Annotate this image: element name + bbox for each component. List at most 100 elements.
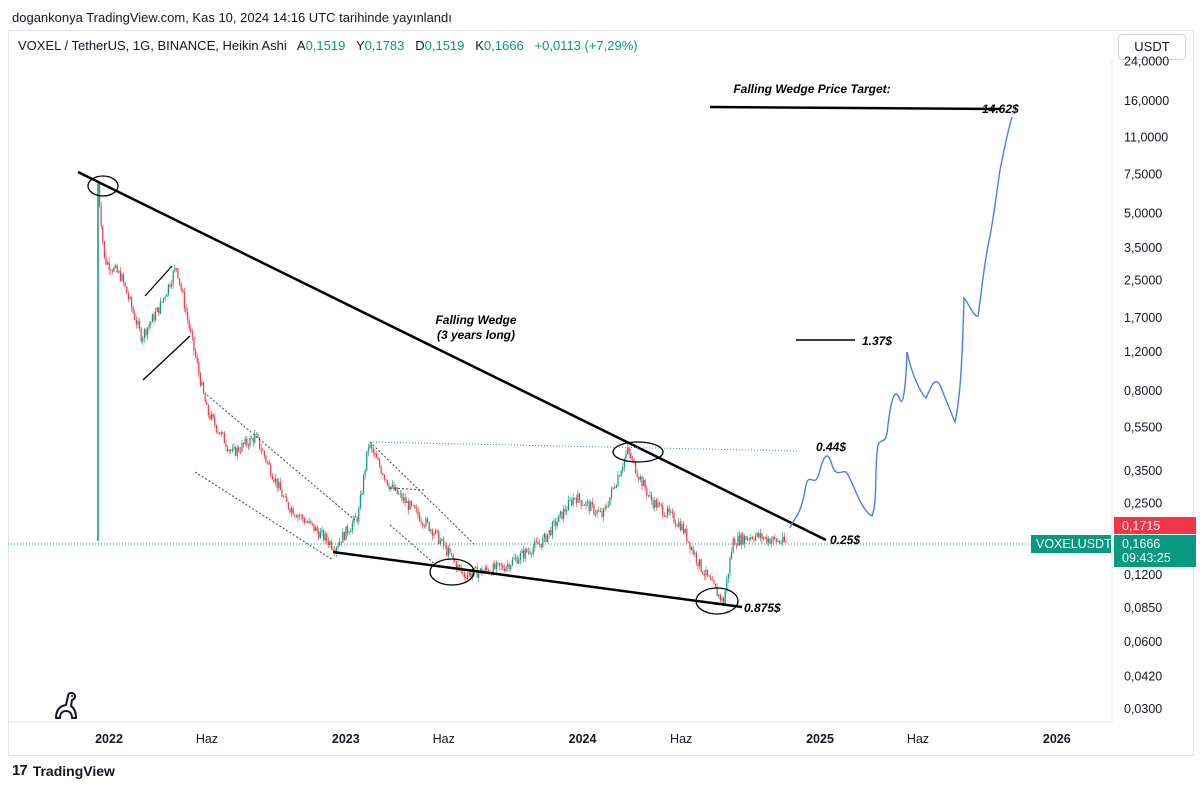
- candle-body: [249, 437, 251, 447]
- candle-body: [114, 265, 117, 268]
- candle-body: [639, 476, 641, 480]
- candle-body: [634, 461, 637, 474]
- candle-body: [548, 530, 550, 535]
- candle-body: [204, 393, 206, 403]
- target-price-label: 14.62$: [982, 102, 1019, 116]
- candle-body: [751, 537, 753, 539]
- candle-body: [217, 431, 219, 433]
- target-line[interactable]: [709, 105, 1001, 111]
- candle-body: [730, 552, 733, 559]
- time-tick-label: Haz: [670, 732, 692, 746]
- candle-body: [530, 553, 533, 555]
- candle-body: [276, 478, 278, 488]
- candle-body: [129, 297, 131, 299]
- candle-body: [212, 414, 214, 418]
- candle-body: [206, 402, 208, 405]
- candle-body: [524, 548, 526, 559]
- candle-body: [226, 447, 229, 452]
- candle-body: [615, 485, 617, 488]
- candle-body: [782, 536, 784, 544]
- candle-body: [754, 536, 757, 541]
- candle-body: [582, 504, 584, 506]
- candle-body: [185, 308, 187, 312]
- symbol-title[interactable]: VOXEL / TetherUS, 1G, BINANCE, Heikin As…: [18, 38, 287, 53]
- candle-body: [426, 518, 429, 522]
- candle-body: [303, 518, 305, 523]
- price-tick-label: 2,5000: [1124, 274, 1162, 288]
- candle-body: [254, 434, 256, 443]
- candle-body: [586, 501, 589, 503]
- candle-body: [740, 533, 742, 545]
- candle-body: [538, 543, 541, 545]
- candle-body: [127, 293, 129, 299]
- currency-button[interactable]: USDT: [1118, 34, 1186, 60]
- candle-body: [161, 301, 163, 303]
- candle-body: [143, 329, 145, 339]
- candle-body: [654, 499, 656, 508]
- candle-body: [628, 447, 630, 454]
- close-value: 0,1666: [483, 38, 524, 53]
- candle-body: [380, 466, 382, 474]
- time-tick-label: 2024: [569, 732, 597, 746]
- channel2-top: [369, 441, 476, 546]
- candle-body: [215, 425, 217, 432]
- candle-body: [455, 561, 457, 569]
- candle-body: [423, 525, 425, 527]
- candle-body: [574, 497, 576, 499]
- candle-body: [546, 534, 549, 542]
- candle-body: [282, 496, 285, 498]
- candle-body: [311, 522, 313, 525]
- candle-body: [551, 522, 553, 536]
- candle-body: [506, 564, 509, 568]
- candle-body: [102, 226, 104, 242]
- candle-body: [146, 327, 149, 336]
- price-tick-label: 0,0850: [1124, 601, 1162, 615]
- candle-body: [665, 515, 667, 517]
- candle-body: [118, 271, 120, 273]
- candle-body: [590, 502, 592, 512]
- candle-body: [238, 447, 240, 452]
- candle-body: [318, 531, 320, 539]
- candle-body: [180, 283, 182, 290]
- wedge-lower-line[interactable]: [332, 550, 743, 609]
- candle-body: [263, 451, 265, 457]
- candle-body: [678, 522, 680, 527]
- candle-body: [223, 432, 225, 444]
- candle-body: [652, 500, 654, 508]
- candle-body: [289, 508, 291, 513]
- candle-series: [97, 181, 787, 606]
- candle-body: [170, 283, 173, 287]
- candle-body: [162, 297, 165, 302]
- candle-body: [601, 511, 603, 517]
- candle-body: [686, 529, 688, 542]
- candle-body: [620, 470, 622, 477]
- level-137-label: 1.37$: [862, 334, 892, 348]
- time-axis[interactable]: 2022 Haz 2023 Haz 2024 Haz 2025 Haz 2026: [95, 732, 1071, 746]
- dino-icon[interactable]: [55, 691, 77, 719]
- candle-body: [617, 475, 619, 486]
- candle-body: [239, 451, 241, 453]
- candle-body: [242, 443, 245, 445]
- candle-body: [646, 488, 648, 496]
- candle-body: [244, 438, 246, 445]
- candle-body: [274, 478, 277, 482]
- candle-body: [298, 515, 301, 517]
- candle-body: [503, 568, 505, 572]
- resistance-dotted: [369, 441, 798, 452]
- candle-body: [295, 515, 297, 518]
- candle-body: [606, 506, 608, 508]
- time-tick-label: Haz: [907, 732, 929, 746]
- candle-body: [391, 484, 393, 487]
- candle-body: [198, 362, 200, 374]
- wedge-upper-line[interactable]: [77, 170, 827, 542]
- channel1-bottom: [194, 471, 334, 561]
- open-label: A: [296, 38, 306, 53]
- candle-body: [359, 495, 361, 509]
- price-axis[interactable]: 24,0000 16,0000 11,0000 7,5000 5,0000 3,5000 2…: [1124, 55, 1169, 716]
- candle-body: [511, 559, 513, 566]
- candle-body: [550, 530, 552, 536]
- candle-body: [450, 553, 453, 555]
- candle-body: [247, 444, 249, 447]
- candle-body: [110, 269, 112, 271]
